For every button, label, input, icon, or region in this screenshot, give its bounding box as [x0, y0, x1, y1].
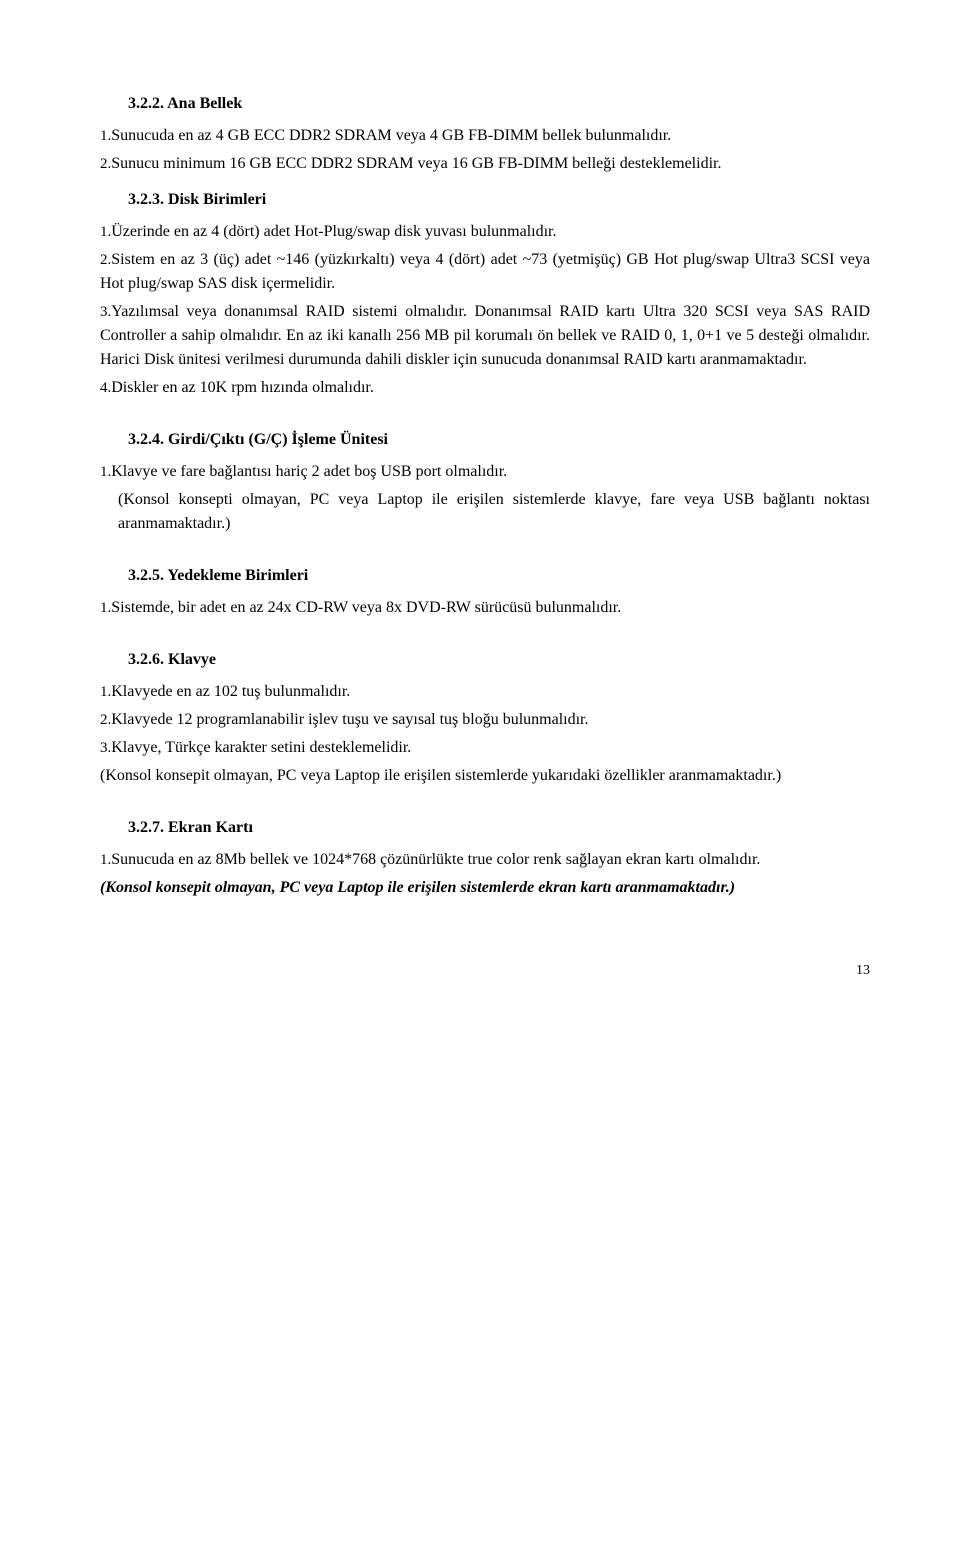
para-323-1: 1.Üzerinde en az 4 (dört) adet Hot-Plug/…: [100, 220, 870, 244]
text-323-4: Diskler en az 10K rpm hızında olmalıdır.: [111, 379, 374, 396]
para-323-4: 4.Diskler en az 10K rpm hızında olmalıdı…: [100, 376, 870, 400]
text-327-1: Sunucuda en az 8Mb bellek ve 1024*768 çö…: [111, 851, 760, 868]
text-326-3: Klavye, Türkçe karakter setini desteklem…: [111, 739, 411, 756]
num-327-1: 1.: [100, 852, 111, 868]
para-322-2: 2.Sunucu minimum 16 GB ECC DDR2 SDRAM ve…: [100, 152, 870, 176]
text-323-3: Yazılımsal veya donanımsal RAID sistemi …: [100, 303, 870, 368]
num-322-2: 2.: [100, 156, 111, 172]
note-326: (Konsol konsepit olmayan, PC veya Laptop…: [100, 764, 870, 788]
num-325-1: 1.: [100, 600, 111, 616]
heading-322: 3.2.2. Ana Bellek: [100, 92, 870, 116]
para-327-1: 1.Sunucuda en az 8Mb bellek ve 1024*768 …: [100, 848, 870, 872]
para-325-1: 1.Sistemde, bir adet en az 24x CD-RW vey…: [100, 596, 870, 620]
note-324: (Konsol konsepti olmayan, PC veya Laptop…: [100, 488, 870, 536]
heading-323: 3.2.3. Disk Birimleri: [100, 188, 870, 212]
num-323-3: 3.: [100, 304, 111, 320]
text-326-2: Klavyede 12 programlanabilir işlev tuşu …: [111, 711, 588, 728]
num-326-2: 2.: [100, 712, 111, 728]
text-323-2: Sistem en az 3 (üç) adet ~146 (yüzkırkal…: [100, 251, 870, 292]
text-325-1: Sistemde, bir adet en az 24x CD-RW veya …: [111, 599, 621, 616]
para-324-1: 1.Klavye ve fare bağlantısı hariç 2 adet…: [100, 460, 870, 484]
para-326-2: 2.Klavyede 12 programlanabilir işlev tuş…: [100, 708, 870, 732]
num-323-2: 2.: [100, 252, 111, 268]
para-326-1: 1.Klavyede en az 102 tuş bulunmalıdır.: [100, 680, 870, 704]
num-323-4: 4.: [100, 380, 111, 396]
para-322-1: 1.Sunucuda en az 4 GB ECC DDR2 SDRAM vey…: [100, 124, 870, 148]
text-322-2: Sunucu minimum 16 GB ECC DDR2 SDRAM veya…: [111, 155, 721, 172]
para-326-3: 3.Klavye, Türkçe karakter setini destekl…: [100, 736, 870, 760]
num-323-1: 1.: [100, 224, 111, 240]
text-324-1: Klavye ve fare bağlantısı hariç 2 adet b…: [111, 463, 507, 480]
note-327: (Konsol konsepit olmayan, PC veya Laptop…: [100, 876, 870, 900]
page-number: 13: [100, 960, 870, 981]
num-326-3: 3.: [100, 740, 111, 756]
para-323-2: 2.Sistem en az 3 (üç) adet ~146 (yüzkırk…: [100, 248, 870, 296]
num-326-1: 1.: [100, 684, 111, 700]
num-322-1: 1.: [100, 128, 111, 144]
num-324-1: 1.: [100, 464, 111, 480]
heading-326: 3.2.6. Klavye: [100, 648, 870, 672]
para-323-3: 3.Yazılımsal veya donanımsal RAID sistem…: [100, 300, 870, 372]
heading-324: 3.2.4. Girdi/Çıktı (G/Ç) İşleme Ünitesi: [100, 428, 870, 452]
text-322-1: Sunucuda en az 4 GB ECC DDR2 SDRAM veya …: [111, 127, 671, 144]
text-323-1: Üzerinde en az 4 (dört) adet Hot-Plug/sw…: [111, 223, 556, 240]
text-326-1: Klavyede en az 102 tuş bulunmalıdır.: [111, 683, 350, 700]
heading-327: 3.2.7. Ekran Kartı: [100, 816, 870, 840]
heading-325: 3.2.5. Yedekleme Birimleri: [100, 564, 870, 588]
